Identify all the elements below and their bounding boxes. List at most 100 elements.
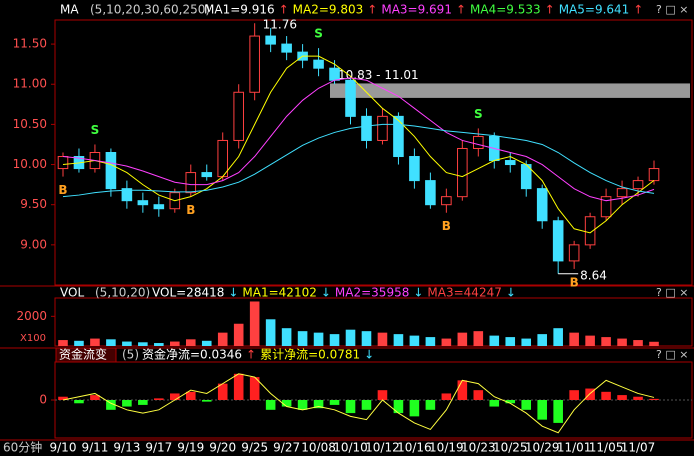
candle-body: [457, 147, 468, 198]
legend-item: ↑: [545, 3, 555, 17]
candle-body: [265, 35, 276, 45]
high-label: 11.76: [263, 18, 297, 32]
legend-item: MA2=35958: [335, 286, 409, 300]
volume-bar: [617, 338, 627, 346]
plots: MA1=9.916 ↑ MA2=9.803 ↑ MA3=9.691 ↑ MA4=9.533 ↑…: [13, 3, 692, 455]
candle-body: [504, 160, 516, 166]
candle-body: [441, 196, 452, 206]
signal: S: [474, 107, 483, 121]
ma-line: [62, 123, 655, 198]
signal: S: [91, 123, 100, 137]
volume-bar: [473, 331, 484, 346]
volume-bar: [313, 332, 324, 346]
params: (5,10,20,30,60,250): [90, 3, 210, 17]
x-tick-label: 11/01: [557, 441, 592, 455]
y-tick-label: 9.50: [20, 197, 47, 211]
x-tick-label: 10/25: [493, 441, 528, 455]
volume-bar: [553, 328, 563, 346]
candle-body: [632, 180, 644, 190]
panel-icons[interactable]: ? □ ×: [656, 286, 688, 299]
params: (5,10,20): [95, 286, 150, 300]
candle-body: [57, 156, 69, 170]
volume-bar: [233, 323, 244, 346]
volume-bar: [106, 339, 116, 346]
legend-item: MA3=9.691: [381, 3, 452, 17]
flow-bar: [649, 398, 659, 400]
unit-label: X100: [20, 333, 46, 344]
volume-bar: [281, 328, 292, 346]
volume-bar: [122, 341, 132, 346]
volume-bar: [633, 340, 643, 346]
flow-bar: [553, 400, 563, 423]
candle-body: [249, 35, 260, 93]
indicator[interactable]: MA: [60, 3, 79, 17]
legend-item: VOL=28418: [152, 286, 224, 300]
legend-item: 资金净流=0.0346: [142, 347, 242, 362]
candle-body: [616, 188, 628, 198]
flow-line: [62, 373, 655, 434]
candle-body: [568, 244, 580, 262]
flow-bar: [409, 400, 420, 417]
panel-icons[interactable]: ? □ ×: [656, 348, 688, 361]
volume-bar: [377, 332, 388, 346]
panel-icons[interactable]: ? □ ×: [656, 3, 688, 16]
y-tick-label: 11.00: [13, 77, 47, 91]
volume-bar: [249, 301, 260, 346]
legend-item: ↓: [228, 286, 238, 300]
x-tick-label: 9/17: [145, 441, 172, 455]
candle-body: [281, 43, 292, 53]
flow-bar: [313, 400, 324, 409]
flow-bar: [329, 400, 340, 405]
candle-body: [648, 168, 660, 182]
volume-bar: [297, 331, 308, 346]
y-tick-label: 10.00: [13, 157, 47, 171]
volume-bar: [585, 335, 595, 346]
flow-bar: [633, 396, 643, 400]
flow-title[interactable]: 资金流变: [59, 347, 107, 362]
flow-bar: [521, 400, 532, 410]
candle-body: [425, 180, 436, 206]
flow-bar: [441, 393, 452, 400]
flow-bar: [297, 400, 308, 410]
volume-bar: [361, 331, 372, 346]
volume-bar: [537, 334, 547, 346]
candle-body: [473, 135, 484, 149]
legend-item: ↓: [506, 286, 516, 300]
volume-bar: [138, 342, 148, 346]
flow-bar: [585, 388, 595, 400]
candle-body: [329, 67, 340, 81]
volume-bar: [601, 337, 611, 346]
flow-bar: [569, 390, 579, 400]
period[interactable]: 60分钟: [3, 440, 42, 455]
y-tick-label: 0: [39, 393, 47, 407]
x-tick-label: 11/05: [589, 441, 624, 455]
legend-item: ↓: [413, 286, 423, 300]
flow-bar: [361, 400, 372, 410]
candle-body: [105, 152, 117, 190]
candle-body: [217, 139, 229, 178]
volume-bar: [425, 337, 436, 346]
candle-body: [393, 115, 404, 158]
band-label: 10.83 - 11.01: [338, 68, 419, 82]
volume-bar: [521, 338, 532, 346]
flow-bar: [138, 400, 148, 405]
volume-bar: [201, 340, 212, 346]
flow-selector[interactable]: [55, 347, 117, 363]
legend-item: ↑: [633, 3, 643, 17]
legend-item: MA2=9.803: [293, 3, 364, 17]
volume-bar: [649, 341, 659, 346]
flow-bar: [265, 400, 276, 410]
signal: B: [442, 219, 451, 233]
flow-bar: [473, 390, 484, 400]
flow-bar: [505, 400, 516, 404]
legend-item: ↑: [279, 3, 289, 17]
volume-bar: [569, 332, 579, 346]
y-tick-label: 2000: [16, 309, 47, 323]
x-tick-label: 9/11: [81, 441, 108, 455]
x-tick-label: 10/19: [429, 441, 464, 455]
volume-bar: [441, 338, 452, 346]
volume-bar: [74, 340, 84, 346]
flow-bar: [377, 390, 388, 400]
flow-bar: [281, 400, 292, 407]
flow-bar: [201, 400, 212, 402]
